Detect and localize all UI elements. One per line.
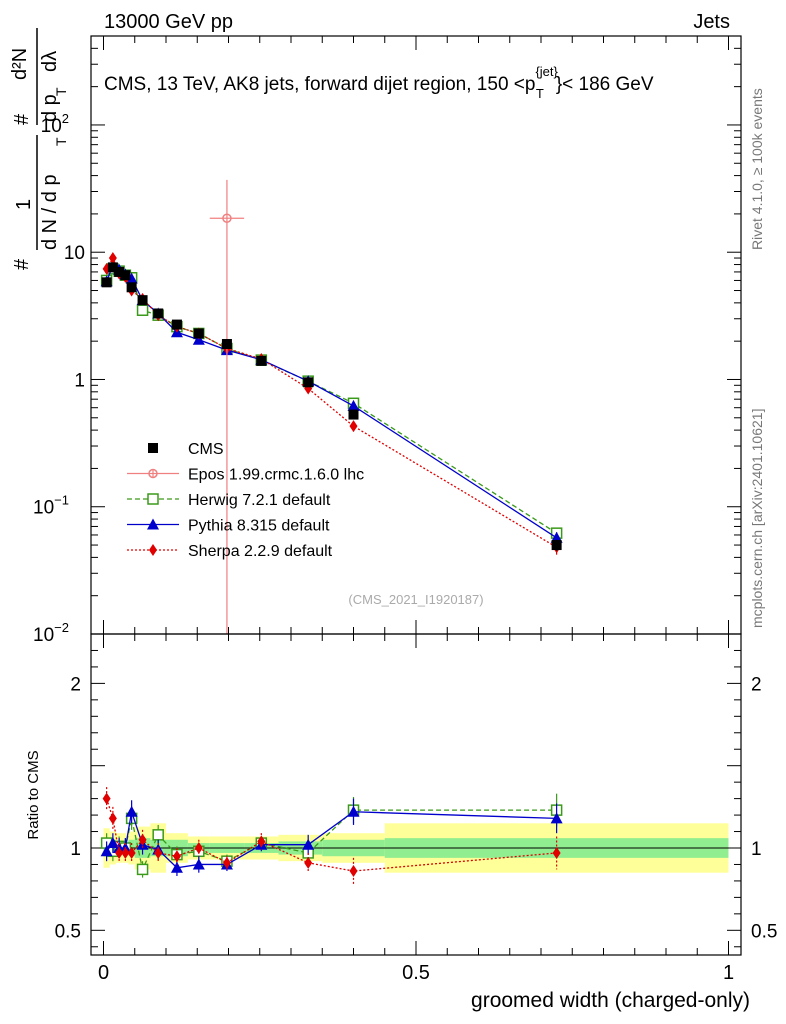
cms-point <box>348 409 359 420</box>
sherpa-ratio-point <box>194 842 203 854</box>
ratio-tick-label: 2 <box>70 674 81 695</box>
ylabel-one: 1 <box>13 199 35 210</box>
legend-label-cms: CMS <box>188 441 224 458</box>
cms-point <box>171 319 182 330</box>
pythia-ratio-point <box>347 805 360 817</box>
y-tick-label: 10−2 <box>33 620 69 646</box>
pythia-ratio-point <box>125 805 138 817</box>
sherpa-ratio-point <box>121 846 130 859</box>
ratio-series <box>100 787 563 885</box>
sherpa-ratio-point <box>138 833 147 846</box>
ylabel-T-sub-2: T <box>53 87 69 96</box>
sherpa-ratio-point <box>127 846 136 859</box>
cms-point <box>120 270 131 281</box>
sherpa-ratio-point <box>115 846 124 859</box>
herwig-ratio-point <box>136 863 149 876</box>
cms-point <box>153 308 164 319</box>
legend-marker-sherpa <box>149 544 157 556</box>
legend-marker-herwig <box>147 493 159 505</box>
sherpa-point <box>349 420 358 433</box>
sherpa-ratio-point <box>108 812 117 825</box>
sherpa-ratio-point <box>552 846 561 859</box>
sherpa-ratio-point <box>304 856 313 869</box>
pythia-ratio-point <box>302 838 315 850</box>
ratio-y-ticks: 0.5 0.5 1 1 2 2 <box>55 649 777 948</box>
legend-marker-epos <box>148 468 158 479</box>
x-tick-label: 1 <box>723 962 734 984</box>
cms-point <box>114 266 125 277</box>
ylabel-hash-1: # <box>11 258 33 270</box>
cms-point <box>126 282 137 293</box>
epos-point <box>222 213 232 223</box>
ratio-frame <box>90 633 742 956</box>
pythia-line <box>106 264 557 539</box>
sherpa-ratio-point <box>257 835 266 848</box>
cms-point <box>303 377 314 388</box>
main-y-ticks: 10−2 10−1 1 10 102 <box>33 35 741 646</box>
y-tick-label: 10 <box>64 243 85 264</box>
pythia-ratio-point <box>170 861 183 873</box>
legend-label-sherpa: Sherpa 2.2.9 default <box>188 543 333 560</box>
sherpa-ratio-point <box>222 856 231 869</box>
mcplots-label: mcplots.cern.ch [arXiv:2401.10621] <box>749 409 765 628</box>
main-series <box>100 179 563 634</box>
herwig-point <box>136 304 149 316</box>
legend-label-epos: Epos 1.99.crmc.1.6.0 lhc <box>188 467 364 484</box>
analysis-watermark: (CMS_2021_I1920187) <box>348 592 483 607</box>
header-right: Jets <box>693 11 730 33</box>
ratio-tick-label: 1 <box>70 839 81 860</box>
ratio-y-label: Ratio to CMS <box>25 750 42 839</box>
ylabel-d2N: d²N <box>9 48 31 80</box>
y-tick-label: 10−1 <box>33 493 69 519</box>
cms-point <box>221 339 232 350</box>
pythia-ratio-point <box>550 812 563 824</box>
sherpa-line <box>106 256 557 548</box>
ylabel-dlambda: dλ <box>39 51 61 72</box>
ratio-tick-label-right: 2 <box>751 674 762 695</box>
sherpa-point <box>108 252 117 265</box>
pythia-ratio-point <box>192 858 205 870</box>
pythia-ratio-point <box>100 845 113 857</box>
pythia-point <box>347 399 360 411</box>
x-axis-label: groomed width (charged-only) <box>471 989 750 1012</box>
ylabel-dN-dpT: d N / d p <box>39 174 61 250</box>
ratio-tick-label-right: 1 <box>751 839 762 860</box>
cms-point <box>193 328 204 339</box>
ylabel-T-sub-1: T <box>53 137 69 146</box>
sherpa-ratio-point <box>154 846 163 859</box>
ylabel-dpT: d p <box>39 94 61 122</box>
cms-point <box>256 355 267 366</box>
y-tick-label: 102 <box>41 111 69 137</box>
rivet-version-label: Rivet 4.1.0, ≥ 100k events <box>749 88 765 250</box>
legend-label-herwig: Herwig 7.2.1 default <box>188 492 331 509</box>
legend-marker-pythia <box>147 518 159 530</box>
plot-title: CMS, 13 TeV, AK8 jets, forward dijet reg… <box>104 64 654 101</box>
pythia-ratio-point <box>106 837 119 849</box>
x-tick-label: 0 <box>98 962 109 984</box>
cms-point <box>101 277 112 288</box>
sherpa-ratio-point <box>349 865 358 878</box>
cms-point <box>137 295 148 306</box>
legend-marker-cms <box>148 443 158 453</box>
header-left: 13000 GeV pp <box>104 11 233 33</box>
x-tick-label: 0.5 <box>402 962 430 984</box>
sherpa-ratio-point <box>172 850 181 863</box>
ratio-tick-label-right: 0.5 <box>751 921 777 942</box>
cms-point <box>551 540 562 551</box>
cms-point <box>107 262 118 273</box>
ylabel-hash-2: # <box>11 113 33 125</box>
pythia-point <box>125 272 138 284</box>
sherpa-ratio-point <box>102 792 111 805</box>
ratio-tick-label: 0.5 <box>55 921 81 942</box>
main-y-label: # 1 d N / d p T # d²N d p T dλ <box>9 28 69 270</box>
herwig-ratio-point <box>152 829 164 841</box>
x-ticks: 0 0.5 1 <box>98 36 734 984</box>
legend-label-pythia: Pythia 8.315 default <box>188 518 330 535</box>
legend: CMS Epos 1.99.crmc.1.6.0 lhc Herwig 7.2.1 … <box>127 441 364 560</box>
y-tick-label: 1 <box>74 370 85 391</box>
